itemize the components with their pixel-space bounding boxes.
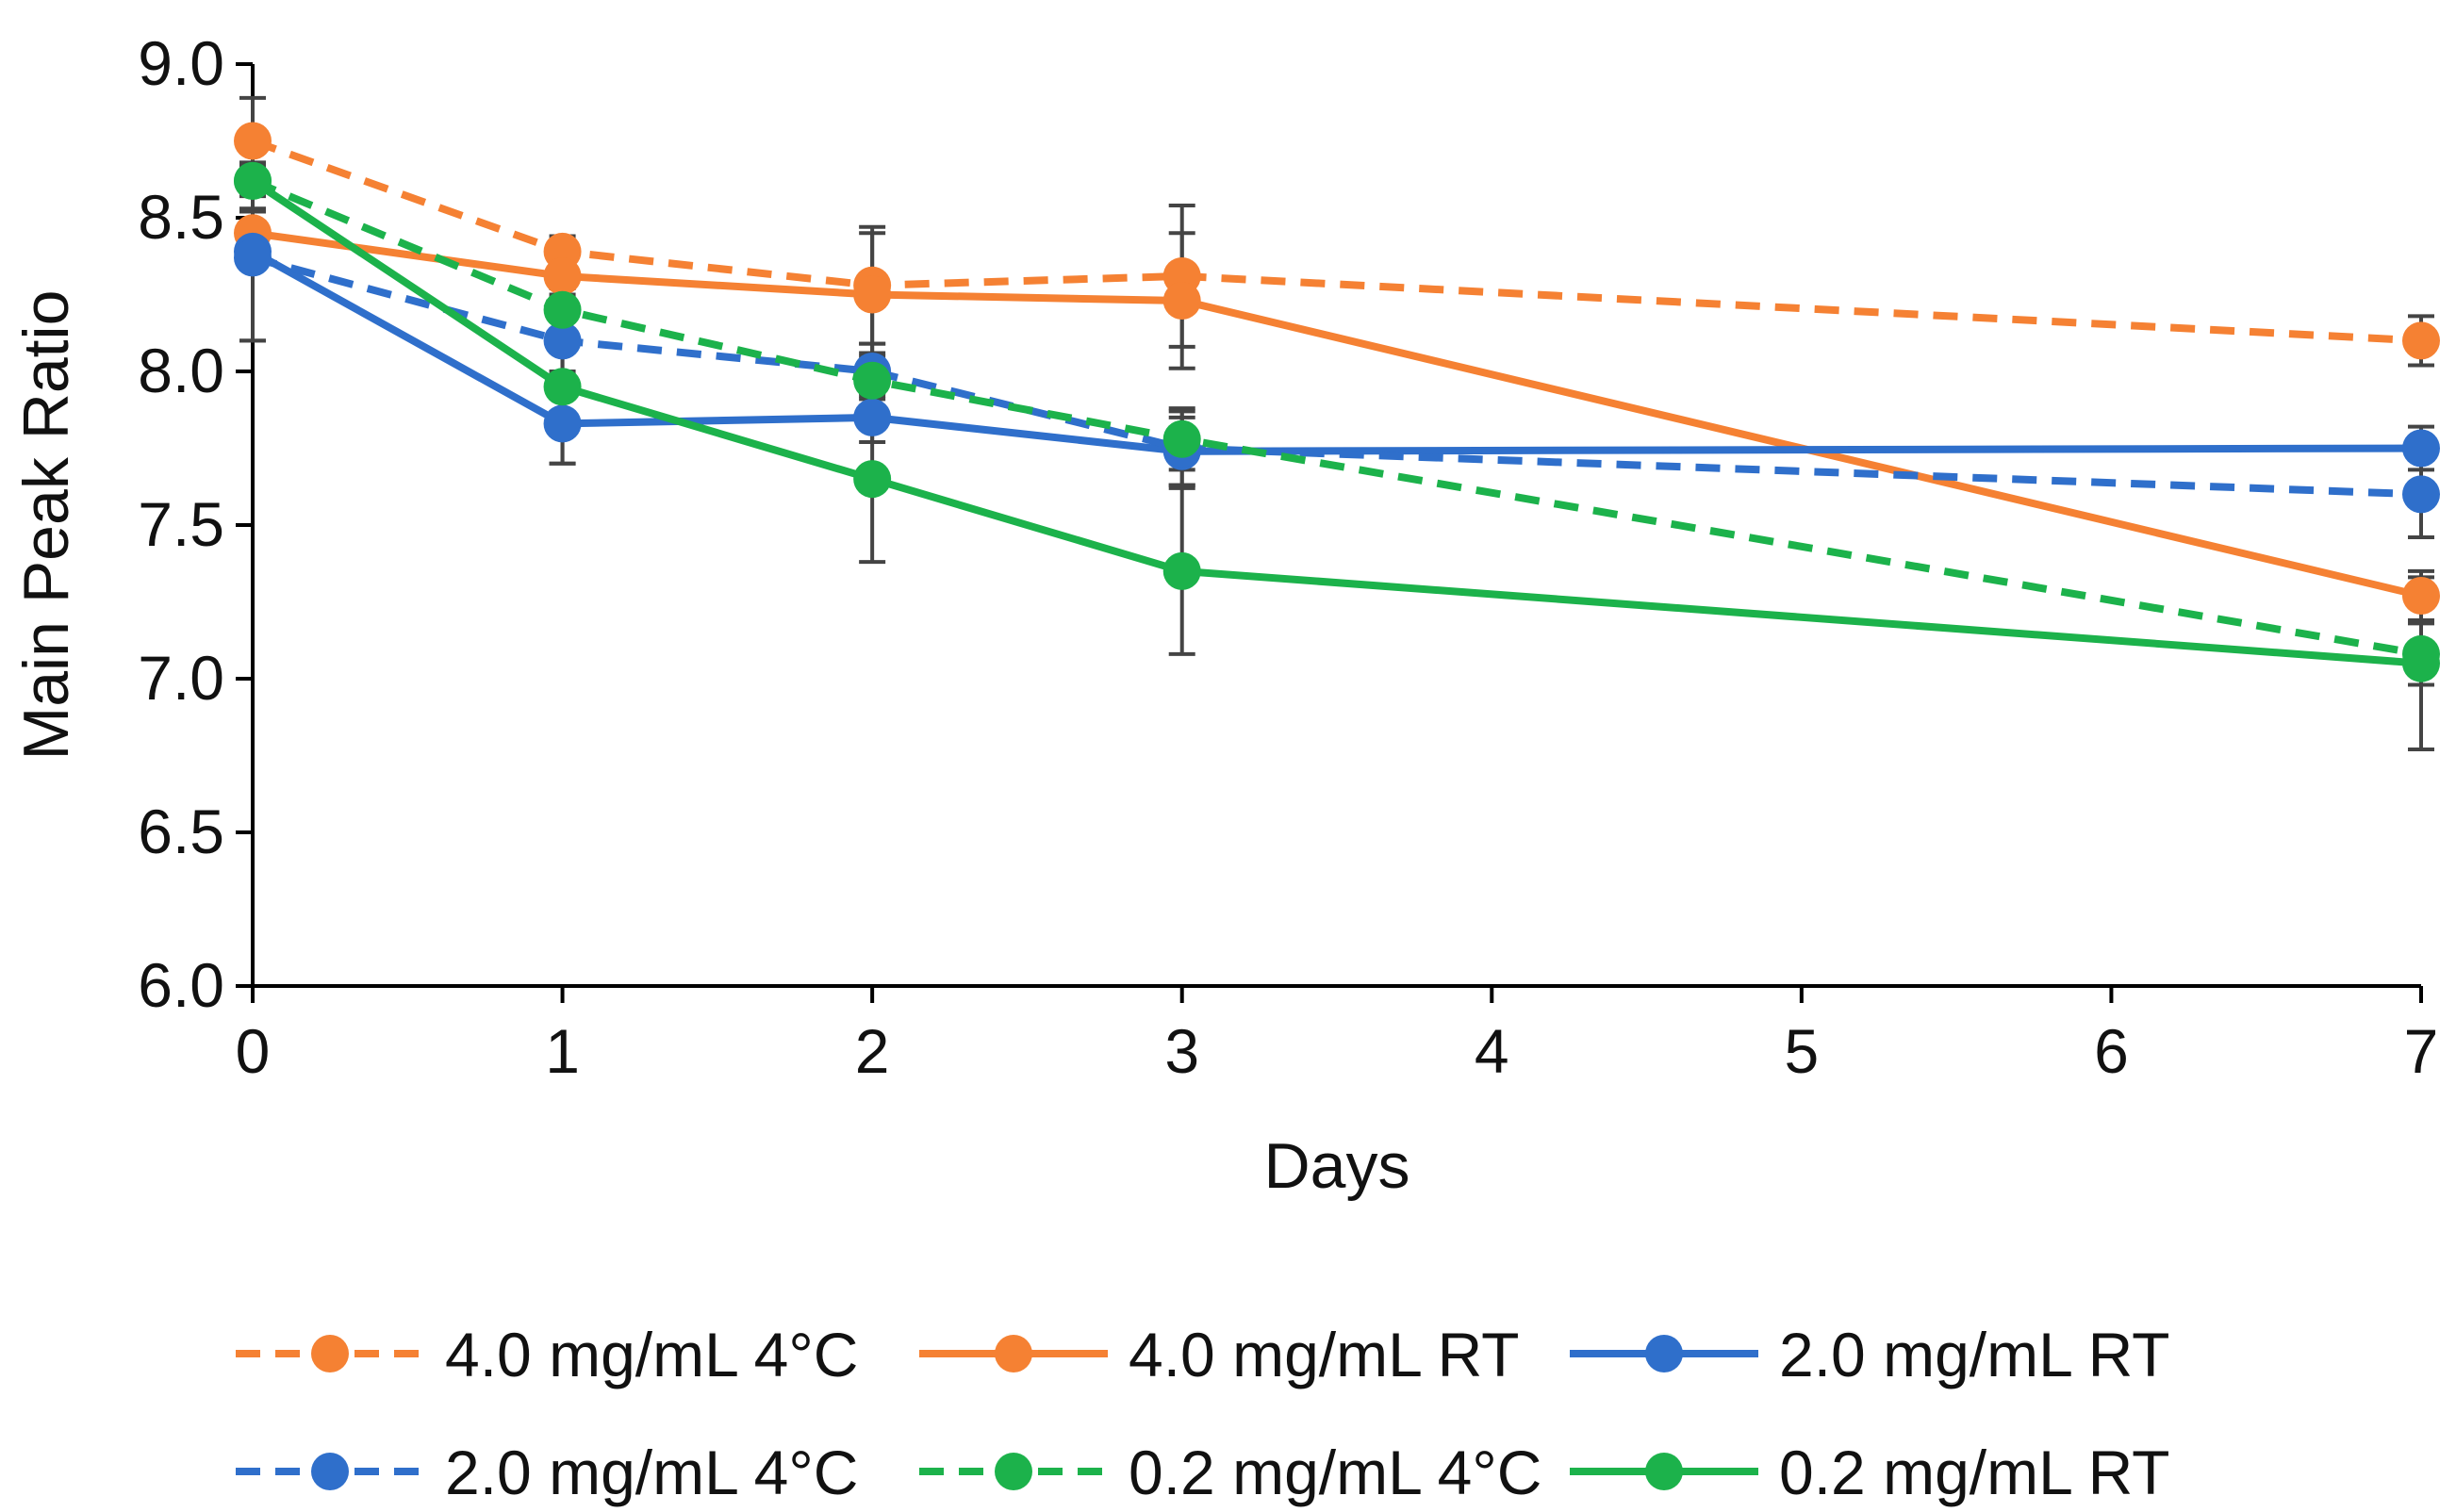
data-point <box>543 321 582 360</box>
legend-marker-0 <box>311 1335 349 1372</box>
y-tick-label: 8.0 <box>138 336 224 405</box>
data-point <box>2402 475 2440 514</box>
legend-label-2: 2.0 mg/mL RT <box>1779 1320 2169 1389</box>
x-tick-label: 4 <box>1475 1016 1509 1086</box>
data-point <box>234 161 272 200</box>
data-point <box>853 361 892 400</box>
data-point <box>853 398 892 436</box>
data-point <box>1162 551 1201 590</box>
legend-marker-1 <box>995 1335 1032 1372</box>
legend-label-3: 2.0 mg/mL 4°C <box>445 1438 858 1507</box>
y-tick-label: 7.0 <box>138 643 224 713</box>
x-tick-label: 5 <box>1784 1016 1819 1086</box>
x-tick-label: 0 <box>236 1016 271 1086</box>
data-point <box>543 290 582 329</box>
x-tick-label: 1 <box>545 1016 580 1086</box>
x-tick-label: 6 <box>2094 1016 2129 1086</box>
legend-label-5: 0.2 mg/mL RT <box>1779 1438 2169 1507</box>
data-point <box>543 256 582 295</box>
data-point <box>1162 419 1201 458</box>
data-point <box>543 368 582 406</box>
y-tick-label: 9.0 <box>138 28 224 98</box>
y-tick-label: 6.5 <box>138 797 224 866</box>
legend-marker-5 <box>1645 1453 1683 1490</box>
y-tick-label: 8.5 <box>138 182 224 252</box>
legend-marker-2 <box>1645 1335 1683 1372</box>
legend: 4.0 mg/mL 4°C 4.0 mg/mL RT 2.0 mg/mL RT 2.0… <box>236 1320 2169 1507</box>
legend-label-4: 0.2 mg/mL 4°C <box>1129 1438 1541 1507</box>
legend-label-0: 4.0 mg/mL 4°C <box>445 1320 858 1389</box>
x-tick-label: 3 <box>1164 1016 1199 1086</box>
data-point <box>1162 282 1201 320</box>
data-point <box>2402 321 2440 360</box>
data-point <box>2402 429 2440 468</box>
x-axis-title: Days <box>1264 1130 1410 1202</box>
data-point <box>234 122 272 160</box>
data-point <box>2402 576 2440 615</box>
x-tick-label: 2 <box>855 1016 890 1086</box>
data-point <box>543 404 582 443</box>
legend-marker-3 <box>311 1453 349 1490</box>
data-point <box>853 275 892 314</box>
y-axis-title: Main Peak Ratio <box>10 290 82 761</box>
y-tick-label: 6.0 <box>138 950 224 1020</box>
plot-area: 6.0 6.5 7.0 7.5 8.0 8.5 9.0 0 1 2 3 4 5 6 7 Days Main Pe… <box>10 28 2440 1202</box>
y-tick-label: 7.5 <box>138 489 224 559</box>
data-point <box>853 460 892 499</box>
x-tick-label: 7 <box>2404 1016 2439 1086</box>
data-point <box>234 238 272 277</box>
legend-label-1: 4.0 mg/mL RT <box>1129 1320 1519 1389</box>
data-point <box>2402 644 2440 682</box>
series-line-3 <box>251 254 2422 499</box>
legend-marker-4 <box>995 1453 1032 1490</box>
